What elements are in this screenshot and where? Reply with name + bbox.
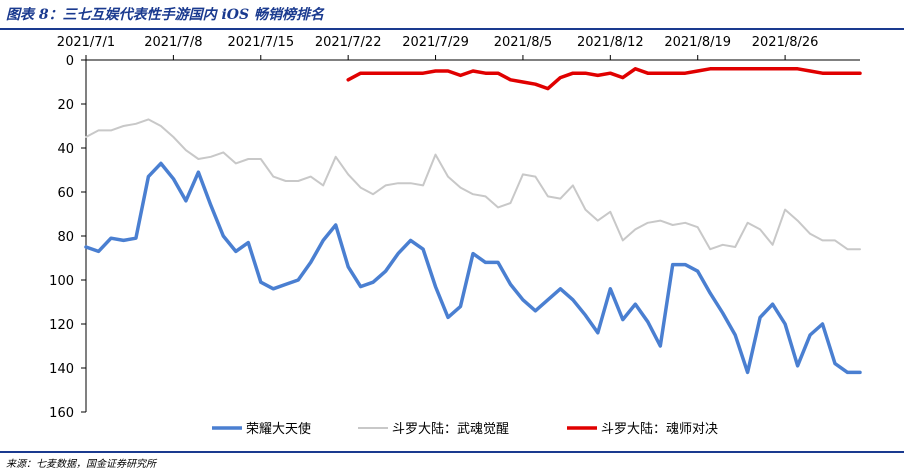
x-tick-label: 2021/7/8 (144, 35, 202, 50)
chart-legend: 荣耀大天使 斗罗大陆：武魂觉醒 斗罗大陆：魂师对决 (212, 421, 718, 437)
series-line-1 (84, 161, 862, 375)
x-tick-label: 2021/8/5 (494, 35, 552, 50)
y-tick-label: 60 (57, 186, 74, 201)
x-tick-label: 2021/7/1 (57, 35, 115, 50)
x-tick-label: 2021/7/29 (402, 35, 469, 50)
x-tick-label: 2021/8/26 (752, 35, 819, 50)
x-tick-label: 2021/8/12 (577, 35, 644, 50)
x-tick-label: 2021/7/22 (315, 35, 382, 50)
footer-rule (0, 451, 904, 453)
series-line-3 (346, 67, 862, 91)
header: 图表 8：三七互娱代表性手游国内 iOS 畅销榜排名 (0, 0, 904, 30)
legend-label-3: 斗罗大陆：魂师对决 (601, 421, 718, 437)
source-note: 来源：七麦数据，国金证券研究所 (6, 459, 156, 470)
x-tick-label: 2021/8/19 (664, 35, 731, 50)
x-tick-label: 2021/7/15 (227, 35, 294, 50)
y-tick-label: 80 (57, 230, 74, 245)
title-rule (0, 28, 904, 30)
y-tick-label: 0 (66, 54, 74, 69)
y-tick-label: 160 (49, 406, 74, 421)
y-tick-label: 120 (49, 318, 74, 333)
y-tick-label: 140 (49, 362, 74, 377)
chart: 2021/7/1 2021/7/8 2021/7/15 2021/7/22 2021/7… (49, 35, 862, 437)
y-tick-label: 40 (57, 142, 74, 157)
series-line-2 (85, 118, 861, 251)
chart-series (84, 67, 862, 375)
y-tick-label: 100 (49, 274, 74, 289)
legend-label-1: 荣耀大天使 (246, 421, 311, 437)
figure-title: 图表 8：三七互娱代表性手游国内 iOS 畅销榜排名 (6, 7, 324, 23)
chart-axes: 2021/7/1 2021/7/8 2021/7/15 2021/7/22 2021/7… (49, 35, 860, 421)
legend-label-2: 斗罗大陆：武魂觉醒 (392, 421, 509, 437)
y-tick-label: 20 (57, 98, 74, 113)
